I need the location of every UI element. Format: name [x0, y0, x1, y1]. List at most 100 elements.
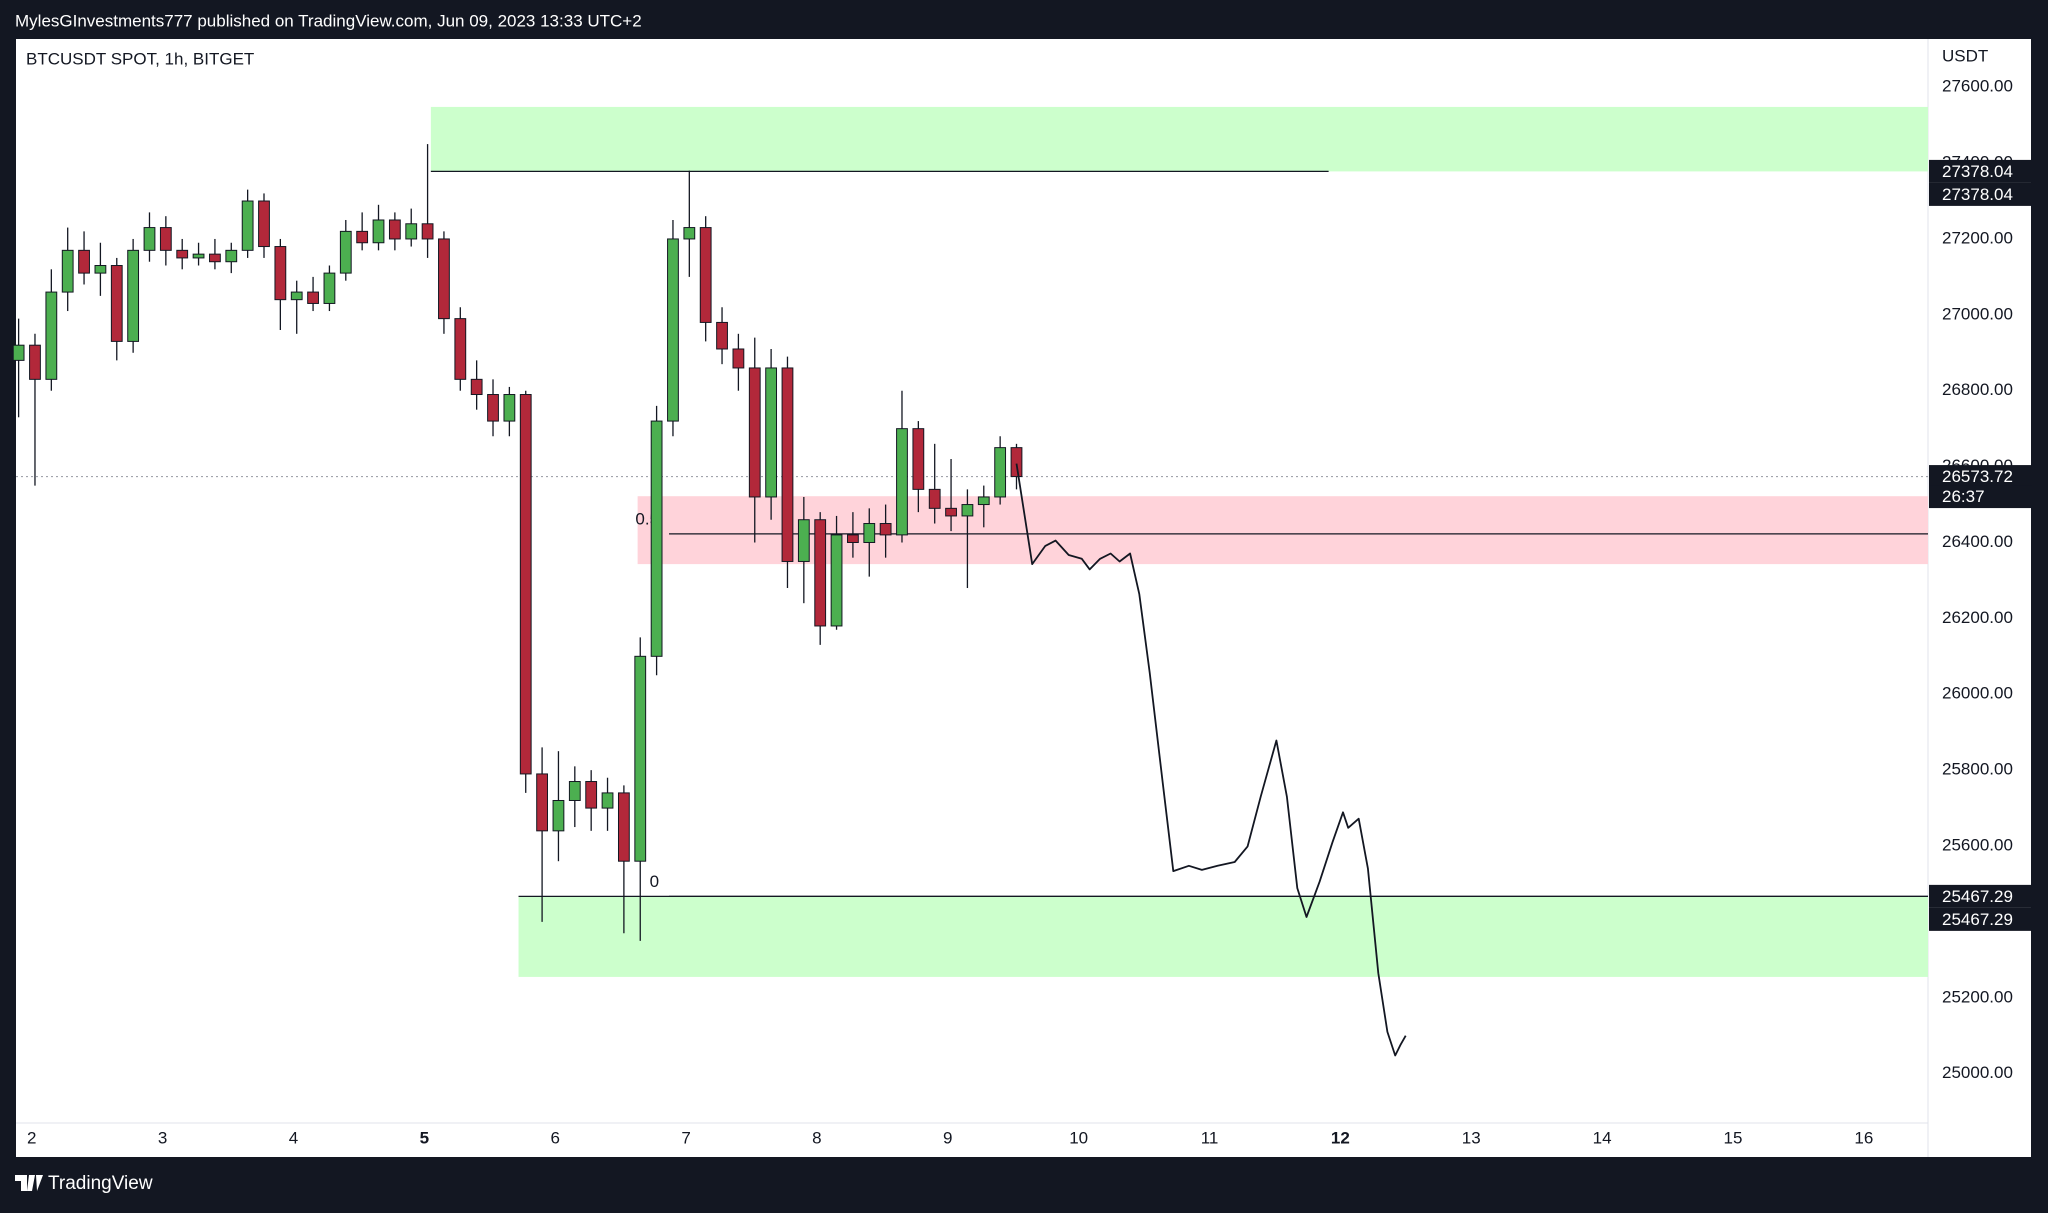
price-label: 27378.04	[1942, 162, 2013, 181]
candle-body	[748, 367, 761, 498]
x-tick-label: 7	[681, 1128, 690, 1147]
price-label: 27378.04	[1942, 185, 2013, 204]
candle-body	[781, 367, 794, 562]
countdown-label-box	[1929, 485, 2032, 509]
candle-body	[454, 318, 467, 380]
y-tick-label: 27200.00	[1942, 228, 2013, 247]
candle-body	[928, 488, 941, 509]
candle-body	[945, 507, 957, 517]
x-tick-label: 4	[289, 1128, 298, 1147]
candle-body	[176, 249, 189, 259]
candle-body	[388, 219, 401, 240]
candle-body	[601, 792, 614, 809]
candle-body	[372, 219, 385, 244]
x-tick-label: 10	[1069, 1128, 1088, 1147]
x-tick-label: 12	[1331, 1128, 1350, 1147]
candle-body	[290, 291, 303, 301]
candle-body	[585, 781, 598, 809]
x-tick-label: 3	[158, 1128, 167, 1147]
candle-body	[716, 321, 728, 350]
x-tick-label: 2	[27, 1128, 36, 1147]
candle-body	[699, 227, 712, 323]
candle-body	[519, 394, 532, 775]
candle-body	[307, 291, 319, 304]
candle-body	[29, 344, 41, 380]
candle-body	[896, 428, 908, 536]
last-price-label: 26573.72	[1942, 467, 2013, 486]
candle-body	[339, 230, 352, 274]
candle-body	[421, 223, 434, 240]
candle-body	[274, 246, 287, 301]
candle-body	[667, 238, 679, 422]
candle-body	[814, 519, 827, 627]
y-tick-label: 26200.00	[1942, 608, 2013, 627]
x-tick-label: 15	[1724, 1128, 1743, 1147]
last-price-label-box	[1929, 465, 2032, 489]
candle-body	[650, 420, 663, 657]
x-tick-label: 14	[1593, 1128, 1612, 1147]
candle-body	[94, 265, 107, 274]
candle-body	[961, 504, 974, 517]
candle-body	[209, 253, 221, 263]
candle-body	[879, 523, 892, 536]
price-label: 25467.29	[1942, 887, 2013, 906]
x-tick-label: 11	[1201, 1128, 1219, 1147]
candle-body	[12, 344, 25, 361]
publisher-line: MylesGInvestments777 published on Tradin…	[15, 11, 642, 30]
candle-body	[732, 348, 745, 369]
price-label-box	[1929, 182, 2032, 206]
y-tick-label: 25800.00	[1942, 760, 2013, 779]
logo-mark	[15, 1175, 43, 1191]
candle-body	[110, 265, 123, 342]
candle-body	[192, 253, 205, 259]
candle-body	[45, 291, 58, 380]
candle-body	[143, 227, 156, 251]
candle-body	[683, 227, 696, 240]
y-tick-label: 27000.00	[1942, 304, 2013, 323]
candle-body	[863, 523, 876, 543]
candle-body	[323, 272, 336, 304]
y-tick-label: 25200.00	[1942, 987, 2013, 1006]
y-tick-label: 25600.00	[1942, 836, 2013, 855]
chart-title: BTCUSDT SPOT, 1h, BITGET	[26, 49, 254, 68]
price-label-box	[1929, 907, 2032, 931]
candle-body	[356, 230, 369, 244]
x-tick-label: 5	[420, 1128, 429, 1147]
plot: 00.5	[12, 106, 1928, 1057]
fib-level-label: 0	[650, 872, 659, 891]
candle-body	[994, 447, 1007, 498]
zone	[430, 106, 1928, 172]
brand: TradingView	[48, 1173, 153, 1194]
candle-body	[470, 378, 483, 396]
candle-body	[487, 394, 499, 422]
candle-body	[241, 200, 254, 251]
candle-body	[568, 781, 581, 801]
x-tick-label: 9	[943, 1128, 952, 1147]
y-tick-label: 27600.00	[1942, 77, 2013, 96]
candle-body	[1010, 447, 1023, 478]
candle-body	[258, 200, 270, 248]
candle-body	[847, 534, 859, 543]
price-label-box	[1929, 884, 2032, 908]
projection-path	[1015, 463, 1407, 1057]
x-tick-label: 13	[1462, 1128, 1481, 1147]
x-tick-label: 8	[812, 1128, 821, 1147]
candle-body	[552, 799, 565, 832]
countdown-label: 26:37	[1942, 487, 1985, 506]
price-label-box	[1929, 159, 2032, 183]
candle-body	[536, 773, 548, 832]
candle-body	[78, 249, 90, 274]
x-tick-label: 6	[550, 1128, 559, 1147]
candle-body	[830, 534, 843, 627]
y-tick-label: 26800.00	[1942, 380, 2013, 399]
candle-body	[503, 394, 516, 422]
candle-body	[438, 238, 450, 320]
y-tick-label: 26000.00	[1942, 684, 2013, 703]
y-tick-label: 26400.00	[1942, 532, 2013, 551]
candle-body	[61, 249, 74, 293]
candle-body	[617, 792, 630, 862]
candle-body	[225, 249, 238, 263]
candle-body	[912, 428, 925, 490]
candle-body	[127, 249, 140, 342]
